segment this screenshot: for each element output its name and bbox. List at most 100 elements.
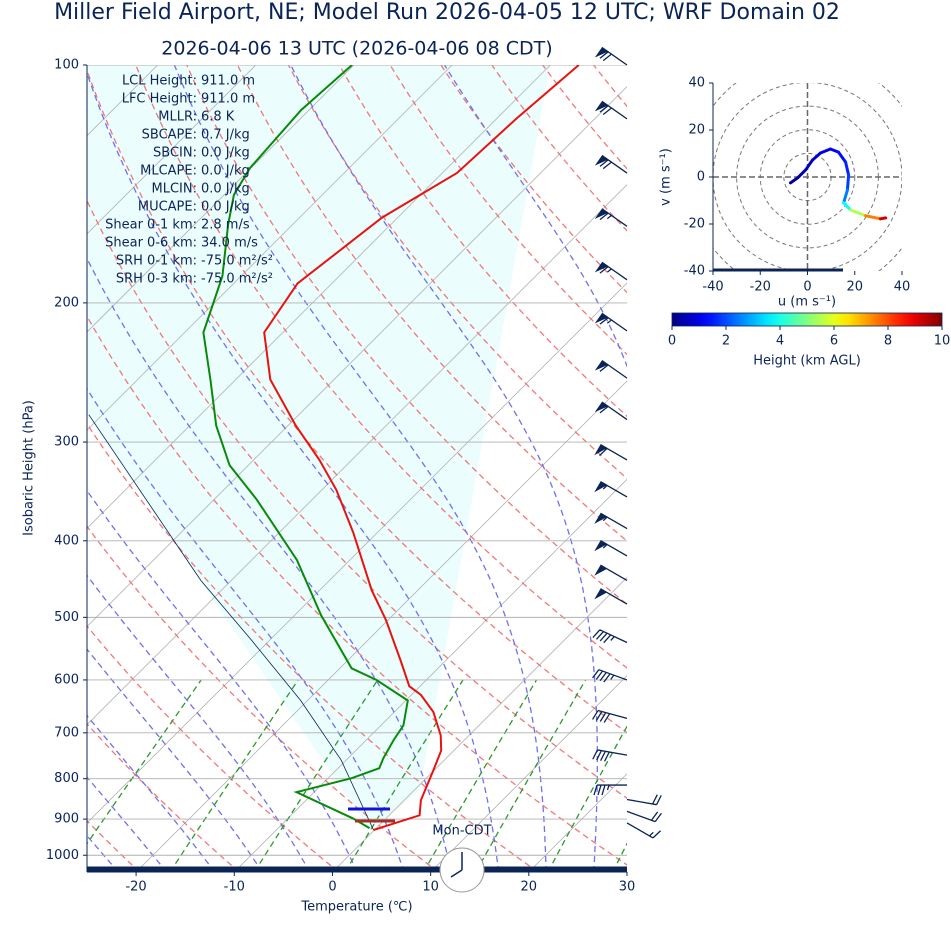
stat-label: Shear 0-6 km: bbox=[105, 236, 197, 251]
stat-label: MUCAPE: bbox=[138, 200, 197, 215]
hodograph: -40 -20 0 20 40 -40 -20 0 20 40 bbox=[684, 76, 911, 295]
isotherm bbox=[528, 773, 627, 872]
hodo-y-tick-label: -40 bbox=[684, 264, 705, 279]
moist-adiabat bbox=[87, 387, 405, 872]
stat-value: 911.0 m bbox=[201, 92, 255, 107]
dry-adiabat bbox=[644, 65, 951, 872]
x-tick-label: -20 bbox=[125, 880, 146, 895]
hodo-x-label: u (m s⁻¹) bbox=[778, 295, 836, 310]
colorbar-tick-label: 8 bbox=[884, 334, 892, 349]
hodo-trace bbox=[879, 216, 888, 221]
wind-barb bbox=[594, 512, 628, 530]
dry-adiabat bbox=[848, 65, 951, 872]
y-tick-label: 900 bbox=[54, 812, 79, 827]
hodo-trace bbox=[796, 168, 808, 180]
isotherm bbox=[135, 380, 627, 872]
mixing-ratio bbox=[660, 680, 758, 872]
isotherm bbox=[87, 65, 453, 431]
mixing-ratio bbox=[612, 842, 627, 872]
hodo-trace bbox=[845, 173, 851, 192]
stat-value: 6.8 K bbox=[201, 110, 235, 125]
wind-barb bbox=[592, 629, 628, 644]
isotherm bbox=[87, 65, 257, 235]
stat-value: 0.0 J/kg bbox=[201, 200, 250, 215]
moist-adiabat bbox=[87, 71, 500, 872]
isotherm bbox=[87, 282, 627, 824]
hodo-x-tick-label: 0 bbox=[803, 280, 811, 295]
stat-label: SRH 0-3 km: bbox=[116, 272, 197, 287]
isotherm bbox=[332, 576, 627, 872]
moist-adiabat bbox=[87, 489, 358, 872]
wind-barb bbox=[594, 359, 628, 379]
hodo-y-label: v (m s⁻¹) bbox=[659, 148, 674, 206]
dry-adiabat bbox=[135, 65, 627, 669]
y-tick-label: 500 bbox=[54, 610, 79, 625]
hodo-y-tick-label: 20 bbox=[688, 123, 705, 138]
wind-barb bbox=[594, 588, 628, 605]
stat-label: SRH 0-1 km: bbox=[116, 254, 197, 269]
isotherm bbox=[87, 184, 627, 726]
stat-value: 911.0 m bbox=[201, 74, 255, 89]
hodo-x-tick-label: 20 bbox=[846, 280, 863, 295]
moist-adiabat bbox=[87, 257, 453, 872]
hodo-x-tick-label: -40 bbox=[702, 280, 723, 295]
reference-lines bbox=[87, 65, 951, 872]
isotherm bbox=[626, 871, 627, 872]
wind-barb bbox=[594, 540, 628, 557]
colorbar bbox=[671, 312, 943, 327]
mixing-ratio bbox=[253, 679, 379, 872]
chart-subtitle: 2026-04-06 13 UTC (2026-04-06 08 CDT) bbox=[161, 38, 552, 60]
wind-barb bbox=[594, 100, 628, 120]
wind-barb bbox=[591, 709, 628, 723]
y-tick-label: 800 bbox=[54, 771, 79, 786]
y-tick-label: 1000 bbox=[46, 848, 79, 863]
dry-adiabat bbox=[491, 65, 627, 232]
hodo-y-tick-label: 0 bbox=[697, 170, 705, 185]
x-tick-label: 30 bbox=[619, 880, 636, 895]
isotherm bbox=[87, 65, 355, 333]
stat-label: MLLR: bbox=[158, 110, 197, 125]
isotherm bbox=[725, 65, 951, 872]
isotherm bbox=[87, 85, 627, 628]
stat-value: 0.0 J/kg bbox=[201, 182, 250, 197]
colorbar-label: Height (km AGL) bbox=[753, 354, 861, 369]
isotherm bbox=[87, 65, 551, 529]
dry-adiabat bbox=[87, 68, 627, 734]
dry-adiabat bbox=[87, 722, 240, 872]
clock-label: Mon-CDT bbox=[432, 824, 491, 839]
dry-adiabat bbox=[695, 65, 951, 872]
dry-adiabat bbox=[797, 65, 951, 872]
colorbar-tick-label: 2 bbox=[722, 334, 730, 349]
stat-label: MLCAPE: bbox=[140, 164, 197, 179]
hodo-trace bbox=[864, 214, 883, 221]
wind-barb bbox=[626, 810, 662, 823]
y-tick-label: 700 bbox=[54, 725, 79, 740]
wind-barb bbox=[594, 481, 628, 498]
stat-value: 0.0 J/kg bbox=[201, 164, 250, 179]
hodo-trace bbox=[848, 208, 868, 218]
wind-barb bbox=[626, 794, 662, 806]
x-tick-label: -10 bbox=[224, 880, 245, 895]
colorbar-tick-label: 6 bbox=[830, 334, 838, 349]
dry-adiabat bbox=[87, 315, 627, 866]
wind-barb bbox=[594, 443, 628, 461]
hodo-x-tick-label: 40 bbox=[894, 280, 911, 295]
x-axis-label: Temperature (℃) bbox=[300, 900, 412, 915]
isotherm bbox=[233, 478, 627, 872]
y-tick-label: 400 bbox=[54, 533, 79, 548]
stat-value: 0.7 J/kg bbox=[201, 128, 250, 143]
wind-barb bbox=[594, 46, 628, 66]
hodo-y-tick-label: -20 bbox=[684, 217, 705, 232]
hodo-plot bbox=[713, 83, 902, 271]
stat-value: -75.0 m²/s² bbox=[201, 254, 273, 269]
colorbar-tick-label: 4 bbox=[776, 334, 784, 349]
colorbar-tick-label: 10 bbox=[934, 334, 951, 349]
stat-value: 34.0 m/s bbox=[201, 236, 258, 251]
stat-label: MLCIN: bbox=[152, 182, 197, 197]
wind-barb bbox=[594, 261, 628, 281]
temperature-line bbox=[263, 65, 580, 831]
isotherm bbox=[430, 675, 627, 872]
hodo-trace bbox=[810, 151, 822, 162]
dry-adiabat bbox=[87, 625, 340, 872]
parcel-line bbox=[88, 414, 374, 831]
